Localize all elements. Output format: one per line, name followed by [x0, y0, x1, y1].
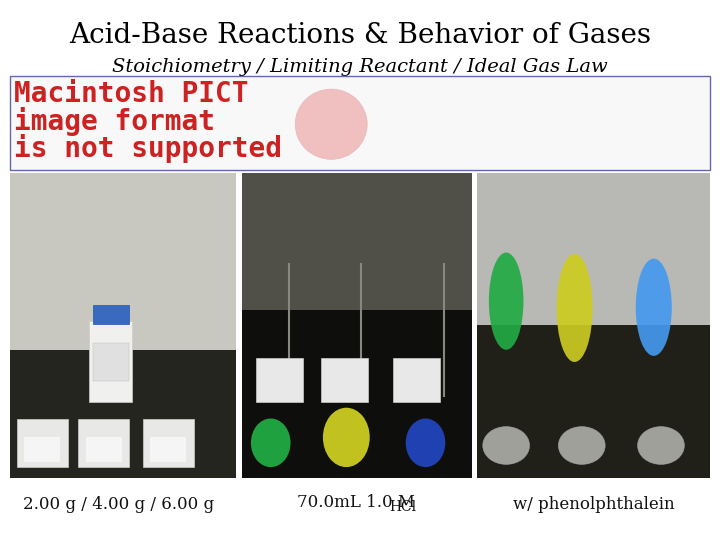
Bar — [10, 173, 236, 350]
Text: Acid-Base Reactions & Behavior of Gases: Acid-Base Reactions & Behavior of Gases — [69, 22, 651, 49]
Ellipse shape — [489, 253, 523, 350]
Bar — [78, 418, 129, 467]
Bar — [256, 359, 303, 402]
Text: HCl: HCl — [389, 500, 416, 514]
Ellipse shape — [557, 254, 593, 362]
Bar — [10, 350, 236, 478]
Text: Macintosh PICT: Macintosh PICT — [14, 80, 248, 109]
Bar — [89, 321, 132, 402]
Text: 70.0mL 1.0 M: 70.0mL 1.0 M — [297, 494, 415, 511]
Text: is not supported: is not supported — [14, 134, 282, 163]
Bar — [321, 359, 368, 402]
Text: 2.00 g / 4.00 g / 6.00 g: 2.00 g / 4.00 g / 6.00 g — [23, 496, 215, 514]
Text: Stoichiometry / Limiting Reactant / Ideal Gas Law: Stoichiometry / Limiting Reactant / Idea… — [112, 58, 608, 77]
Bar — [86, 437, 122, 462]
Bar — [17, 418, 68, 467]
Bar — [242, 310, 472, 478]
Ellipse shape — [636, 259, 672, 356]
Bar — [93, 343, 129, 381]
Ellipse shape — [251, 418, 291, 467]
Ellipse shape — [295, 89, 367, 159]
Bar — [143, 418, 194, 467]
Bar — [24, 437, 60, 462]
Bar — [93, 305, 129, 324]
Bar — [393, 359, 440, 402]
Text: w/ phenolphthalein: w/ phenolphthalein — [513, 496, 675, 514]
Text: image format: image format — [14, 107, 215, 136]
Bar — [477, 325, 710, 478]
Ellipse shape — [559, 427, 605, 464]
Ellipse shape — [482, 427, 530, 464]
Bar — [477, 173, 710, 325]
Ellipse shape — [406, 418, 445, 467]
Bar — [150, 437, 186, 462]
Ellipse shape — [638, 427, 685, 464]
Ellipse shape — [323, 408, 370, 467]
Bar — [242, 173, 472, 310]
Bar — [10, 76, 710, 170]
